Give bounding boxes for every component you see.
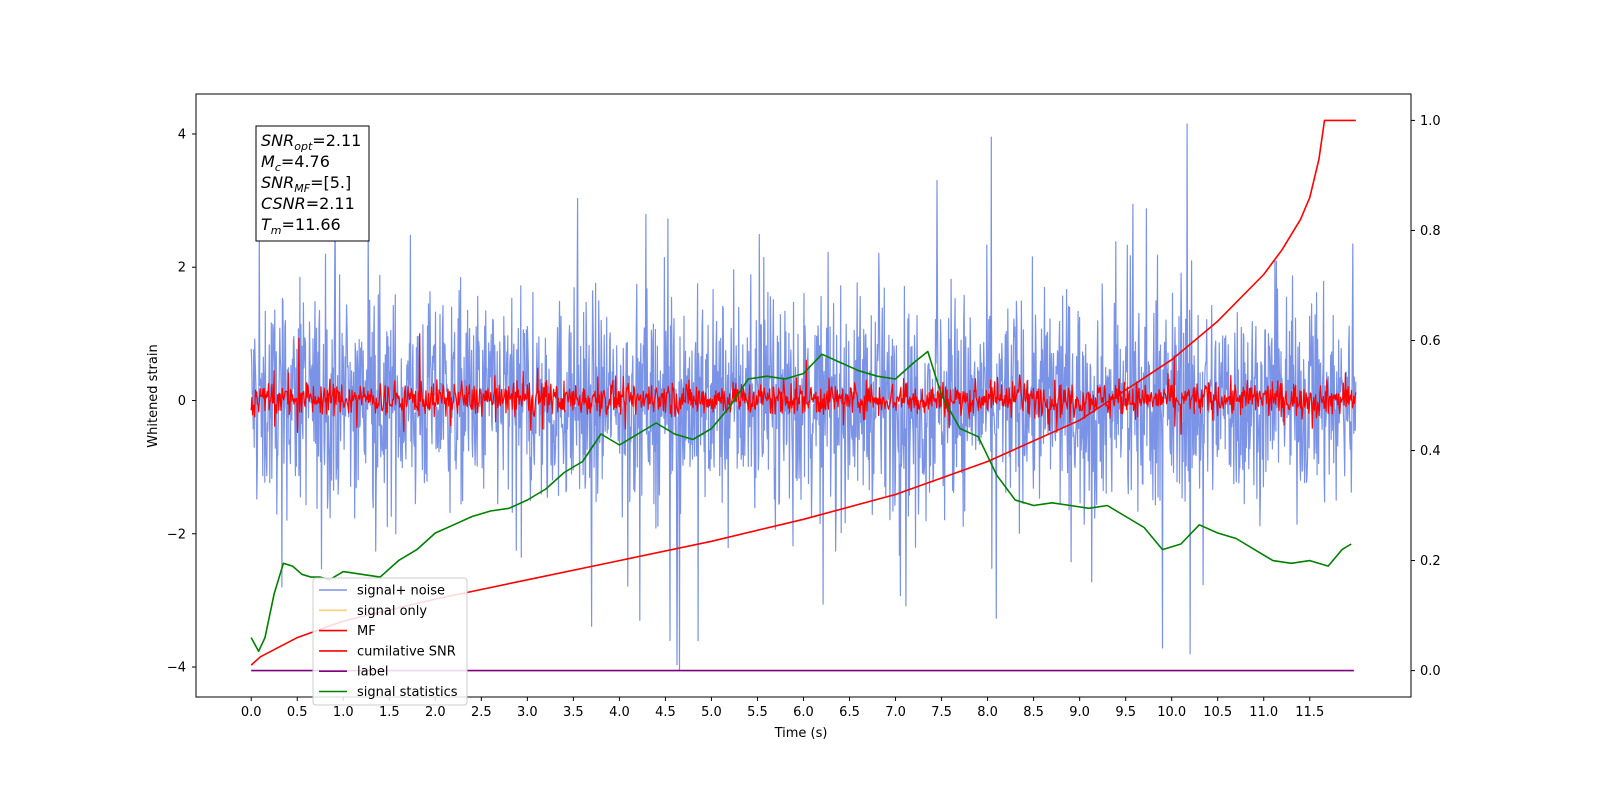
x-axis-label: Time (s) [774, 726, 828, 741]
info-line: SNRopt=2.11 [261, 131, 361, 153]
series-line-signal-statistics [250, 350, 1352, 653]
y2-tick-label: 0.8 [1420, 224, 1441, 239]
info-line: Mc=4.76 [261, 152, 330, 174]
y-axis-right: 0.0 0.2 0.4 0.6 0.8 1.0 [1411, 114, 1441, 679]
legend-label: signal statistics [357, 685, 458, 700]
x-tick-label: 4.5 [655, 705, 676, 720]
legend-label: signal only [357, 604, 427, 619]
y2-tick-label: 0.2 [1420, 554, 1441, 569]
legend-label: cumilative SNR [357, 644, 456, 659]
x-tick-label: 10.0 [1157, 705, 1186, 720]
x-tick-label: 1.0 [333, 705, 354, 720]
x-tick-label: 9.5 [1115, 705, 1136, 720]
x-tick-label: 7.5 [931, 705, 952, 720]
y2-tick-label: 0.4 [1420, 444, 1441, 459]
info-box-frame [255, 125, 370, 242]
info-line: SNRMF=[5.] [261, 173, 351, 195]
x-tick-label: 5.5 [747, 705, 768, 720]
x-tick-label: 3.0 [517, 705, 538, 720]
info-line: CSNR=2.11 [261, 194, 355, 213]
x-tick-label: 11.5 [1295, 705, 1324, 720]
x-tick-label: 8.5 [1023, 705, 1044, 720]
x-tick-label: 10.5 [1203, 705, 1232, 720]
x-tick-label: 8.0 [977, 705, 998, 720]
x-tick-label: 2.0 [425, 705, 446, 720]
y2-tick-label: 0.0 [1420, 664, 1441, 679]
x-tick-label: 5.0 [701, 705, 722, 720]
y-axis-label: Whitened strain [146, 344, 161, 447]
y2-tick-label: 0.6 [1420, 334, 1441, 349]
x-tick-label: 2.5 [471, 705, 492, 720]
x-tick-label: 9.0 [1069, 705, 1090, 720]
info-line: Tm=11.66 [261, 215, 341, 237]
x-tick-label: 0.0 [241, 705, 262, 720]
legend-label: signal+ noise [357, 584, 445, 599]
x-tick-label: 6.5 [839, 705, 860, 720]
legend-frame [312, 577, 468, 706]
x-tick-label: 3.5 [563, 705, 584, 720]
x-tick-label: 4.0 [609, 705, 630, 720]
legend: signal+ noise signal only MF cumilative SNR… [312, 577, 468, 706]
legend-label: label [357, 665, 388, 680]
legend-label: MF [357, 624, 376, 639]
x-axis: 0.0 0.5 1.0 1.5 2.0 2.5 3.0 3.5 4.0 4.5 5.0 5.5 6.0 6… [241, 697, 1324, 720]
x-tick-label: 11.0 [1249, 705, 1278, 720]
x-tick-label: 1.5 [379, 705, 400, 720]
series-line-mf [250, 333, 1357, 435]
y-tick-label: 2 [178, 261, 186, 276]
x-tick-label: 0.5 [287, 705, 308, 720]
y-tick-label: 0 [178, 394, 186, 409]
series-line-signal-noise [250, 123, 1357, 671]
y-tick-label: −4 [167, 661, 186, 676]
x-tick-label: 7.0 [885, 705, 906, 720]
y-axis-left: −4 −2 0 2 4 [167, 127, 196, 676]
y2-tick-label: 1.0 [1420, 114, 1441, 129]
x-tick-label: 6.0 [793, 705, 814, 720]
y-tick-label: 4 [178, 127, 186, 142]
y-tick-label: −2 [167, 527, 186, 542]
